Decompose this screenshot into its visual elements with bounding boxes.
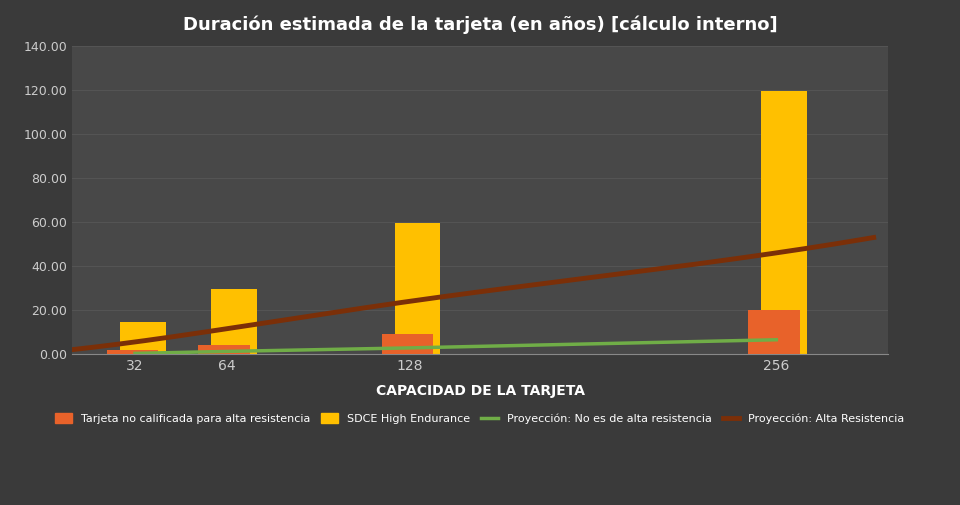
Proyección: No es de alta resistencia: (32, 0.3): No es de alta resistencia: (32, 0.3) [130,350,141,357]
Proyección: No es de alta resistencia: (256, 6.5): No es de alta resistencia: (256, 6.5) [771,337,782,343]
Bar [211,289,257,354]
Proyección: Alta Resistencia: (181, 33.2): Alta Resistencia: (181, 33.2) [557,278,568,284]
Proyección: Alta Resistencia: (10, 2): Alta Resistencia: (10, 2) [66,346,78,352]
Line: Proyección: Alta Resistencia: Proyección: Alta Resistencia [72,237,874,349]
Proyección: Alta Resistencia: (176, 32.2): Alta Resistencia: (176, 32.2) [540,280,552,286]
Bar [748,310,800,354]
Title: Duración estimada de la tarjeta (en años) [cálculo interno]: Duración estimada de la tarjeta (en años… [182,15,778,33]
Proyección: No es de alta resistencia: (64, 1.2): No es de alta resistencia: (64, 1.2) [221,348,232,355]
Proyección: No es de alta resistencia: (128, 2.8): No es de alta resistencia: (128, 2.8) [404,345,416,351]
Proyección: Alta Resistencia: (246, 44.1): Alta Resistencia: (246, 44.1) [742,254,754,260]
Proyección: Alta Resistencia: (290, 53): Alta Resistencia: (290, 53) [868,234,879,240]
Proyección: Alta Resistencia: (177, 32.4): Alta Resistencia: (177, 32.4) [543,280,555,286]
Bar [761,91,807,354]
Bar [120,322,166,354]
Line: Proyección: No es de alta resistencia: Proyección: No es de alta resistencia [135,340,777,353]
Bar [107,349,158,354]
Bar [395,223,441,354]
Proyección: Alta Resistencia: (264, 47.5): Alta Resistencia: (264, 47.5) [793,246,804,252]
Legend: Tarjeta no calificada para alta resistencia, SDCE High Endurance, Proyección: No: Tarjeta no calificada para alta resisten… [51,409,909,429]
Proyección: Alta Resistencia: (10.9, 2.13): Alta Resistencia: (10.9, 2.13) [69,346,81,352]
Bar [381,334,433,354]
Bar [199,345,250,354]
X-axis label: CAPACIDAD DE LA TARJETA: CAPACIDAD DE LA TARJETA [375,384,585,398]
